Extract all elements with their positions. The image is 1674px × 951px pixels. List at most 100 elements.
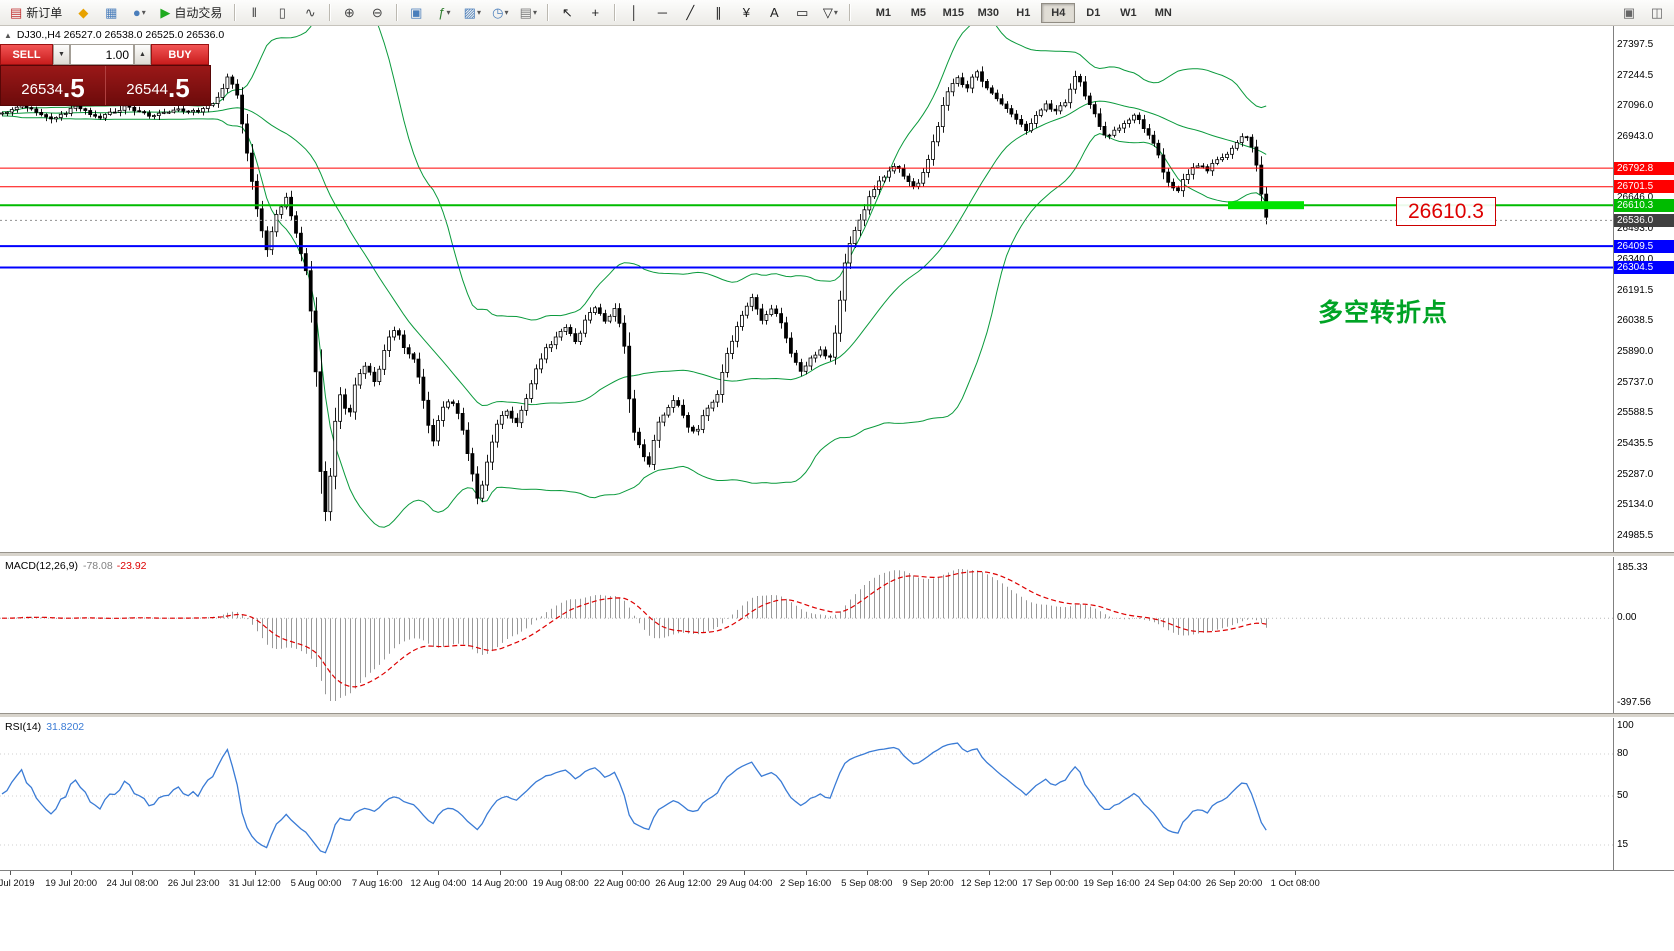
time-axis-tick: [560, 871, 562, 875]
text-icon[interactable]: A: [761, 3, 787, 23]
indicators-icon[interactable]: ƒ ▾: [431, 3, 457, 23]
main-price-chart[interactable]: [0, 26, 1613, 552]
cursor-icon: ↖: [561, 4, 573, 20]
auto-trading-button[interactable]: ▶ 自动交易: [154, 3, 228, 23]
time-axis-label: 22 Aug 00:00: [594, 878, 650, 889]
candlestick-chart-icon[interactable]: ▯: [269, 3, 295, 23]
time-axis-label: 9 Sep 20:00: [902, 878, 954, 889]
period-clock-icon: ◷: [492, 4, 504, 20]
bar-chart-icon[interactable]: ‖: [241, 3, 267, 23]
time-axis-tick: [1234, 871, 1235, 875]
line-chart-icon[interactable]: ∿: [297, 3, 323, 23]
charts-window-icon[interactable]: ▦: [98, 3, 124, 23]
timeframe-m15-button[interactable]: M15: [942, 6, 965, 19]
new-order-button[interactable]: ▤ 新订单: [4, 3, 68, 23]
panel-splitter[interactable]: [0, 713, 1674, 718]
timeframe-m1-button[interactable]: M1: [875, 6, 891, 19]
trendline-icon: ╱: [686, 4, 695, 20]
price-axis[interactable]: 27397.527244.527096.026943.026790.026646…: [1613, 26, 1674, 870]
new-order-icon: ▤: [10, 4, 23, 20]
buy-price-display[interactable]: 26544.5: [105, 66, 210, 105]
collapse-trade-panel-arrow[interactable]: ▲: [4, 30, 12, 40]
trendline-icon[interactable]: ╱: [677, 3, 703, 23]
candlestick-chart-icon: ▯: [278, 4, 286, 20]
level-price-tag: 26792.8: [1614, 161, 1674, 175]
timeframe-mn-button[interactable]: MN: [1154, 6, 1172, 19]
time-axis-label: 24 Jul 08:00: [106, 878, 159, 889]
new-chart-icon[interactable]: ▨ ▾: [459, 3, 485, 23]
time-axis-label: 17 Jul 2019: [0, 878, 35, 889]
crosshair-icon: +: [591, 4, 600, 20]
price-axis-label: 27397.5: [1617, 39, 1654, 50]
time-axis-label: 5 Aug 00:00: [290, 878, 342, 889]
profiles-icon[interactable]: ● ▾: [126, 3, 152, 23]
price-callout-label[interactable]: 26610.3: [1396, 197, 1496, 226]
mql5-icon[interactable]: ◆: [70, 3, 96, 23]
panel-splitter[interactable]: [0, 552, 1674, 557]
time-axis-tick: [683, 871, 685, 875]
price-axis-label: 26493.0: [1617, 223, 1654, 235]
equidistant-channel-icon[interactable]: ∥: [705, 3, 731, 23]
templates-icon[interactable]: ▤ ▾: [515, 3, 541, 23]
price-axis-label: 25890.0: [1617, 345, 1654, 357]
time-axis[interactable]: 17 Jul 2019 19 Jul 20:00 24 Jul 08:00 26 Ju…: [0, 870, 1674, 896]
time-axis-label: 29 Aug 04:00: [716, 878, 773, 889]
main-toolbar: ▤ 新订单 ◆ ▦ ● ▾ ▶ 自动交易 ‖ ▯ ∿ ⊕ ⊖ ▣ ƒ ▾ ▨ ▾ ◷ ▾ ▤ ▾ ↖ + │ ─ ╱ ∥ ¥ A ▭ ▽ ▾ M1…: [0, 0, 1674, 26]
zoom-out-icon[interactable]: ⊖: [364, 3, 390, 23]
rsi-axis-label: 50: [1617, 790, 1629, 801]
profiles-icon: ●: [132, 4, 141, 20]
volume-input[interactable]: [70, 44, 134, 65]
time-axis-label: 19 Sep 16:00: [1083, 878, 1140, 889]
crosshair-icon[interactable]: +: [582, 3, 608, 23]
arrows-icon[interactable]: ▽ ▾: [817, 3, 843, 23]
timeframe-h4-button[interactable]: H4: [1041, 2, 1076, 23]
time-axis-tick: [989, 871, 991, 875]
time-axis-label: 1 Oct 08:00: [1270, 878, 1320, 889]
rsi-indicator-panel[interactable]: [0, 718, 1613, 870]
macd-indicator-panel[interactable]: [0, 557, 1613, 713]
zoom-in-icon[interactable]: ⊕: [336, 3, 362, 23]
vertical-line-icon: │: [630, 4, 639, 20]
templates-icon: ▤: [519, 4, 532, 20]
turning-point-text[interactable]: 多空转折点: [1318, 299, 1449, 327]
buy-button[interactable]: BUY: [151, 44, 209, 65]
time-axis-label: 12 Aug 04:00: [410, 878, 467, 889]
price-axis-label: 27244.5: [1617, 69, 1654, 81]
period-clock-icon[interactable]: ◷ ▾: [487, 3, 513, 23]
sell-button[interactable]: SELL: [0, 44, 53, 65]
fibonacci-icon[interactable]: ¥: [733, 3, 759, 23]
time-axis-tick: [805, 871, 807, 875]
highlight-segment[interactable]: [1228, 201, 1304, 210]
time-axis-tick: [377, 871, 379, 875]
time-axis-tick: [499, 871, 501, 875]
sell-price-display[interactable]: 26534.5: [21, 73, 85, 103]
volume-decrease-button[interactable]: ▼: [53, 44, 70, 65]
time-axis-label: 7 Aug 16:00: [351, 878, 403, 889]
vertical-line-icon[interactable]: │: [621, 3, 647, 23]
volume-increase-button[interactable]: ▲: [134, 44, 151, 65]
time-axis-tick: [1295, 871, 1297, 875]
timeframe-m5-button[interactable]: M5: [910, 6, 926, 19]
timeframe-h1-button[interactable]: H1: [1016, 6, 1031, 19]
horizontal-levels[interactable]: [0, 167, 1613, 269]
timeframe-m30-button[interactable]: M30: [977, 6, 1000, 19]
horizontal-line-icon[interactable]: ─: [649, 3, 675, 23]
rsi-line: [1, 742, 1267, 854]
text-label-icon[interactable]: ▭: [789, 3, 815, 23]
time-axis-tick: [1172, 871, 1174, 875]
panel-toggle-icon[interactable]: ◫: [1650, 4, 1664, 20]
price-axis-label: 24985.5: [1617, 530, 1654, 541]
cursor-icon[interactable]: ↖: [554, 3, 580, 23]
toolbar-right-icons: ▣ ◫: [1616, 3, 1670, 23]
time-axis-tick: [1111, 871, 1113, 875]
timeframe-toolbar: M1 M5 M15 M30 H1 H4 D1 W1 MN: [866, 2, 1180, 23]
dropdown-caret-icon: ▾: [532, 8, 537, 17]
time-axis-label: 31 Jul 12:00: [228, 878, 281, 889]
price-axis-label: 25588.5: [1617, 407, 1654, 419]
tile-windows-icon[interactable]: ▣: [403, 3, 429, 23]
timeframe-d1-button[interactable]: D1: [1086, 6, 1101, 19]
time-axis-label: 14 Aug 20:00: [471, 878, 528, 889]
timeframe-w1-button[interactable]: W1: [1120, 6, 1137, 19]
dock-windows-icon[interactable]: ▣: [1622, 4, 1636, 20]
toolbar-separator: [547, 4, 549, 21]
